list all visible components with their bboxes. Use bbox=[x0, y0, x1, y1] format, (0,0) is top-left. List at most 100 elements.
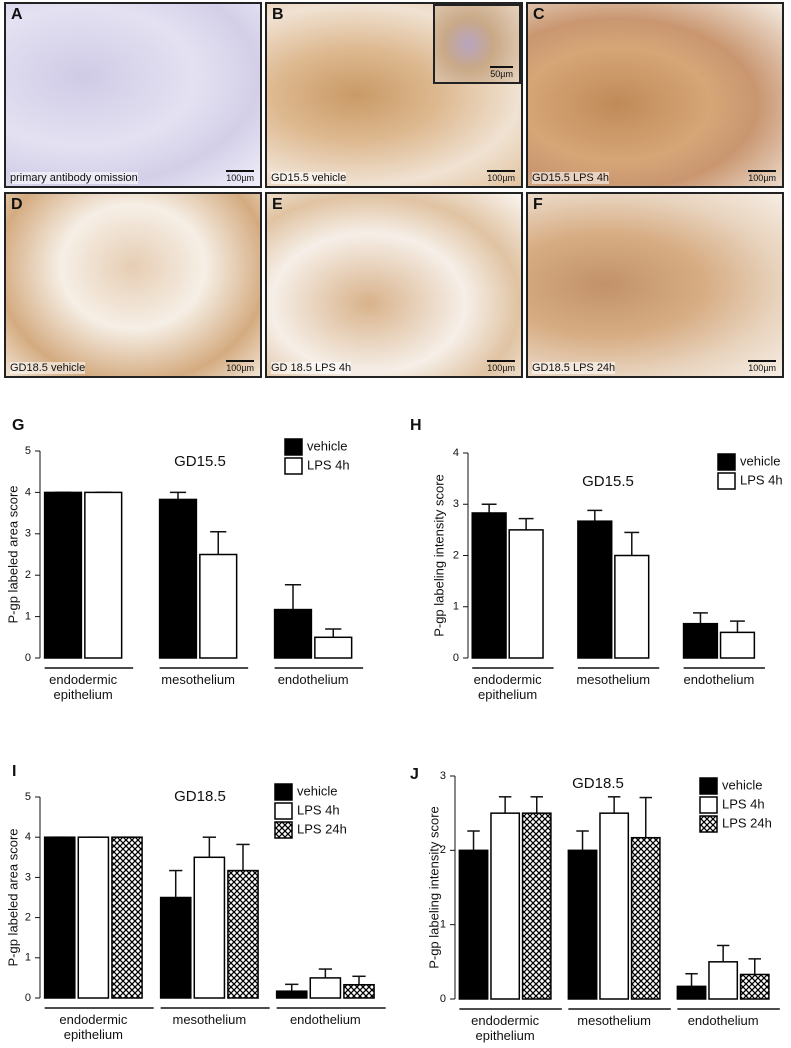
panel-label: D bbox=[11, 196, 23, 213]
y-tick-label: 0 bbox=[25, 652, 31, 664]
chart: H GD15.5 P-gp labeling intensity score 0 1 2 3… bbox=[398, 400, 791, 702]
x-tick-label: endothelium bbox=[289, 1012, 361, 1027]
y-tick-label: 3 bbox=[453, 498, 459, 510]
y-tick-label: 4 bbox=[453, 447, 459, 459]
micrograph: E GD 18.5 LPS 4h 100µm bbox=[265, 192, 523, 378]
panel-label: B bbox=[272, 6, 284, 23]
legend-swatch bbox=[284, 438, 303, 456]
bar bbox=[708, 961, 739, 1000]
legend-label: LPS 4h bbox=[722, 796, 765, 811]
y-tick-label: 0 bbox=[453, 652, 459, 664]
chart-svg: J GD18.5 P-gp labeling intensity score 0 1 2 3… bbox=[410, 766, 780, 1010]
bar bbox=[158, 498, 198, 659]
y-tick-label: 4 bbox=[25, 486, 31, 498]
panel-label: H bbox=[410, 417, 422, 434]
panel-label: A bbox=[11, 6, 23, 23]
legend-label: LPS 4h bbox=[297, 802, 340, 817]
caption: GD15.5 vehicle bbox=[271, 172, 347, 184]
bar bbox=[309, 977, 342, 999]
legend-swatch bbox=[284, 457, 303, 475]
y-tick-label: 1 bbox=[440, 919, 446, 931]
bar bbox=[739, 973, 770, 1000]
x-tick-label: endothelium bbox=[277, 672, 349, 687]
panel-label: E bbox=[272, 196, 283, 213]
bar bbox=[159, 896, 192, 999]
panel-label: C bbox=[533, 6, 545, 23]
bar bbox=[521, 812, 552, 1000]
y-tick-label: 5 bbox=[25, 445, 31, 457]
bar bbox=[227, 869, 259, 999]
caption: GD 18.5 LPS 4h bbox=[271, 362, 352, 374]
bar bbox=[719, 631, 756, 659]
chart-title: GD18.5 bbox=[174, 788, 226, 805]
chart: J GD18.5 P-gp labeling intensity score 0 1 2 3… bbox=[398, 762, 791, 1048]
y-tick-label: 0 bbox=[25, 992, 31, 1004]
bar bbox=[508, 529, 544, 659]
legend-swatch bbox=[699, 796, 718, 814]
y-axis-label: P-gp labeling intensity score bbox=[426, 806, 441, 969]
bar bbox=[614, 554, 650, 659]
bar bbox=[43, 836, 76, 999]
chart: I GD18.5 P-gp labeled area score 0 1 2 3 4 5 vehi… bbox=[0, 762, 393, 1048]
x-tick-label: mesothelium bbox=[576, 672, 651, 687]
bar bbox=[111, 836, 143, 999]
x-tick-label: endothelium bbox=[683, 672, 755, 687]
chart-svg: H GD15.5 P-gp labeling intensity score 0 1 2 3… bbox=[410, 417, 783, 669]
y-tick-label: 2 bbox=[440, 844, 446, 856]
micrograph: F GD18.5 LPS 24h 100µm bbox=[526, 192, 784, 378]
legend-swatch bbox=[699, 815, 718, 833]
bar bbox=[567, 849, 598, 1000]
legend-label: vehicle bbox=[297, 783, 337, 798]
y-tick-label: 1 bbox=[453, 601, 459, 613]
bar bbox=[343, 983, 375, 999]
micrograph: C GD15.5 LPS 4h 100µm bbox=[526, 2, 784, 188]
y-axis-label: P-gp labeling intensity score bbox=[431, 474, 446, 637]
y-axis-label: P-gp labeled area score bbox=[5, 485, 20, 623]
y-tick-label: 5 bbox=[25, 791, 31, 803]
panel-label: G bbox=[12, 417, 24, 434]
scale-bar: 100µm bbox=[226, 170, 254, 183]
x-tick-label: endodermic epithelium bbox=[59, 1012, 128, 1042]
scale-bar: 100µm bbox=[748, 360, 776, 373]
legend-label: vehicle bbox=[307, 438, 347, 453]
y-tick-label: 4 bbox=[25, 831, 31, 843]
y-tick-label: 2 bbox=[453, 549, 459, 561]
x-tick-label: mesothelium bbox=[161, 672, 235, 687]
bar bbox=[275, 990, 308, 999]
legend-label: LPS 4h bbox=[740, 472, 783, 487]
bar bbox=[273, 608, 313, 659]
bar bbox=[490, 812, 521, 1000]
legend-label: vehicle bbox=[740, 453, 780, 468]
chart-title: GD18.5 bbox=[572, 775, 624, 792]
x-tick-label: endothelium bbox=[687, 1013, 759, 1028]
chart-svg: G GD15.5 P-gp labeled area score 0 1 2 3 4 5 vehi… bbox=[5, 417, 364, 669]
y-tick-label: 2 bbox=[25, 912, 31, 924]
panel-label: F bbox=[533, 196, 543, 213]
scale-bar: 100µm bbox=[226, 360, 254, 373]
chart: G GD15.5 P-gp labeled area score 0 1 2 3 4 5 vehi… bbox=[0, 400, 393, 702]
bar bbox=[314, 636, 353, 659]
x-tick-label: endodermic epithelium bbox=[471, 1013, 540, 1043]
legend-swatch bbox=[717, 472, 736, 490]
y-tick-label: 1 bbox=[25, 611, 31, 623]
bar bbox=[43, 491, 83, 659]
caption: GD18.5 vehicle bbox=[10, 362, 86, 374]
legend-label: LPS 4h bbox=[307, 457, 350, 472]
y-tick-label: 3 bbox=[440, 770, 446, 782]
caption: GD15.5 LPS 4h bbox=[532, 172, 610, 184]
bar bbox=[77, 836, 110, 999]
x-tick-label: mesothelium bbox=[172, 1012, 247, 1027]
bar bbox=[193, 856, 226, 999]
y-tick-label: 3 bbox=[25, 528, 31, 540]
bar bbox=[577, 520, 613, 659]
chart-title: GD15.5 bbox=[582, 473, 634, 490]
y-tick-label: 1 bbox=[25, 952, 31, 964]
x-tick-label: endodermic epithelium bbox=[49, 672, 118, 702]
bar bbox=[630, 836, 661, 1000]
legend-swatch bbox=[699, 777, 718, 795]
legend-swatch bbox=[274, 802, 293, 820]
caption: GD18.5 LPS 24h bbox=[532, 362, 616, 374]
bar bbox=[471, 512, 507, 659]
